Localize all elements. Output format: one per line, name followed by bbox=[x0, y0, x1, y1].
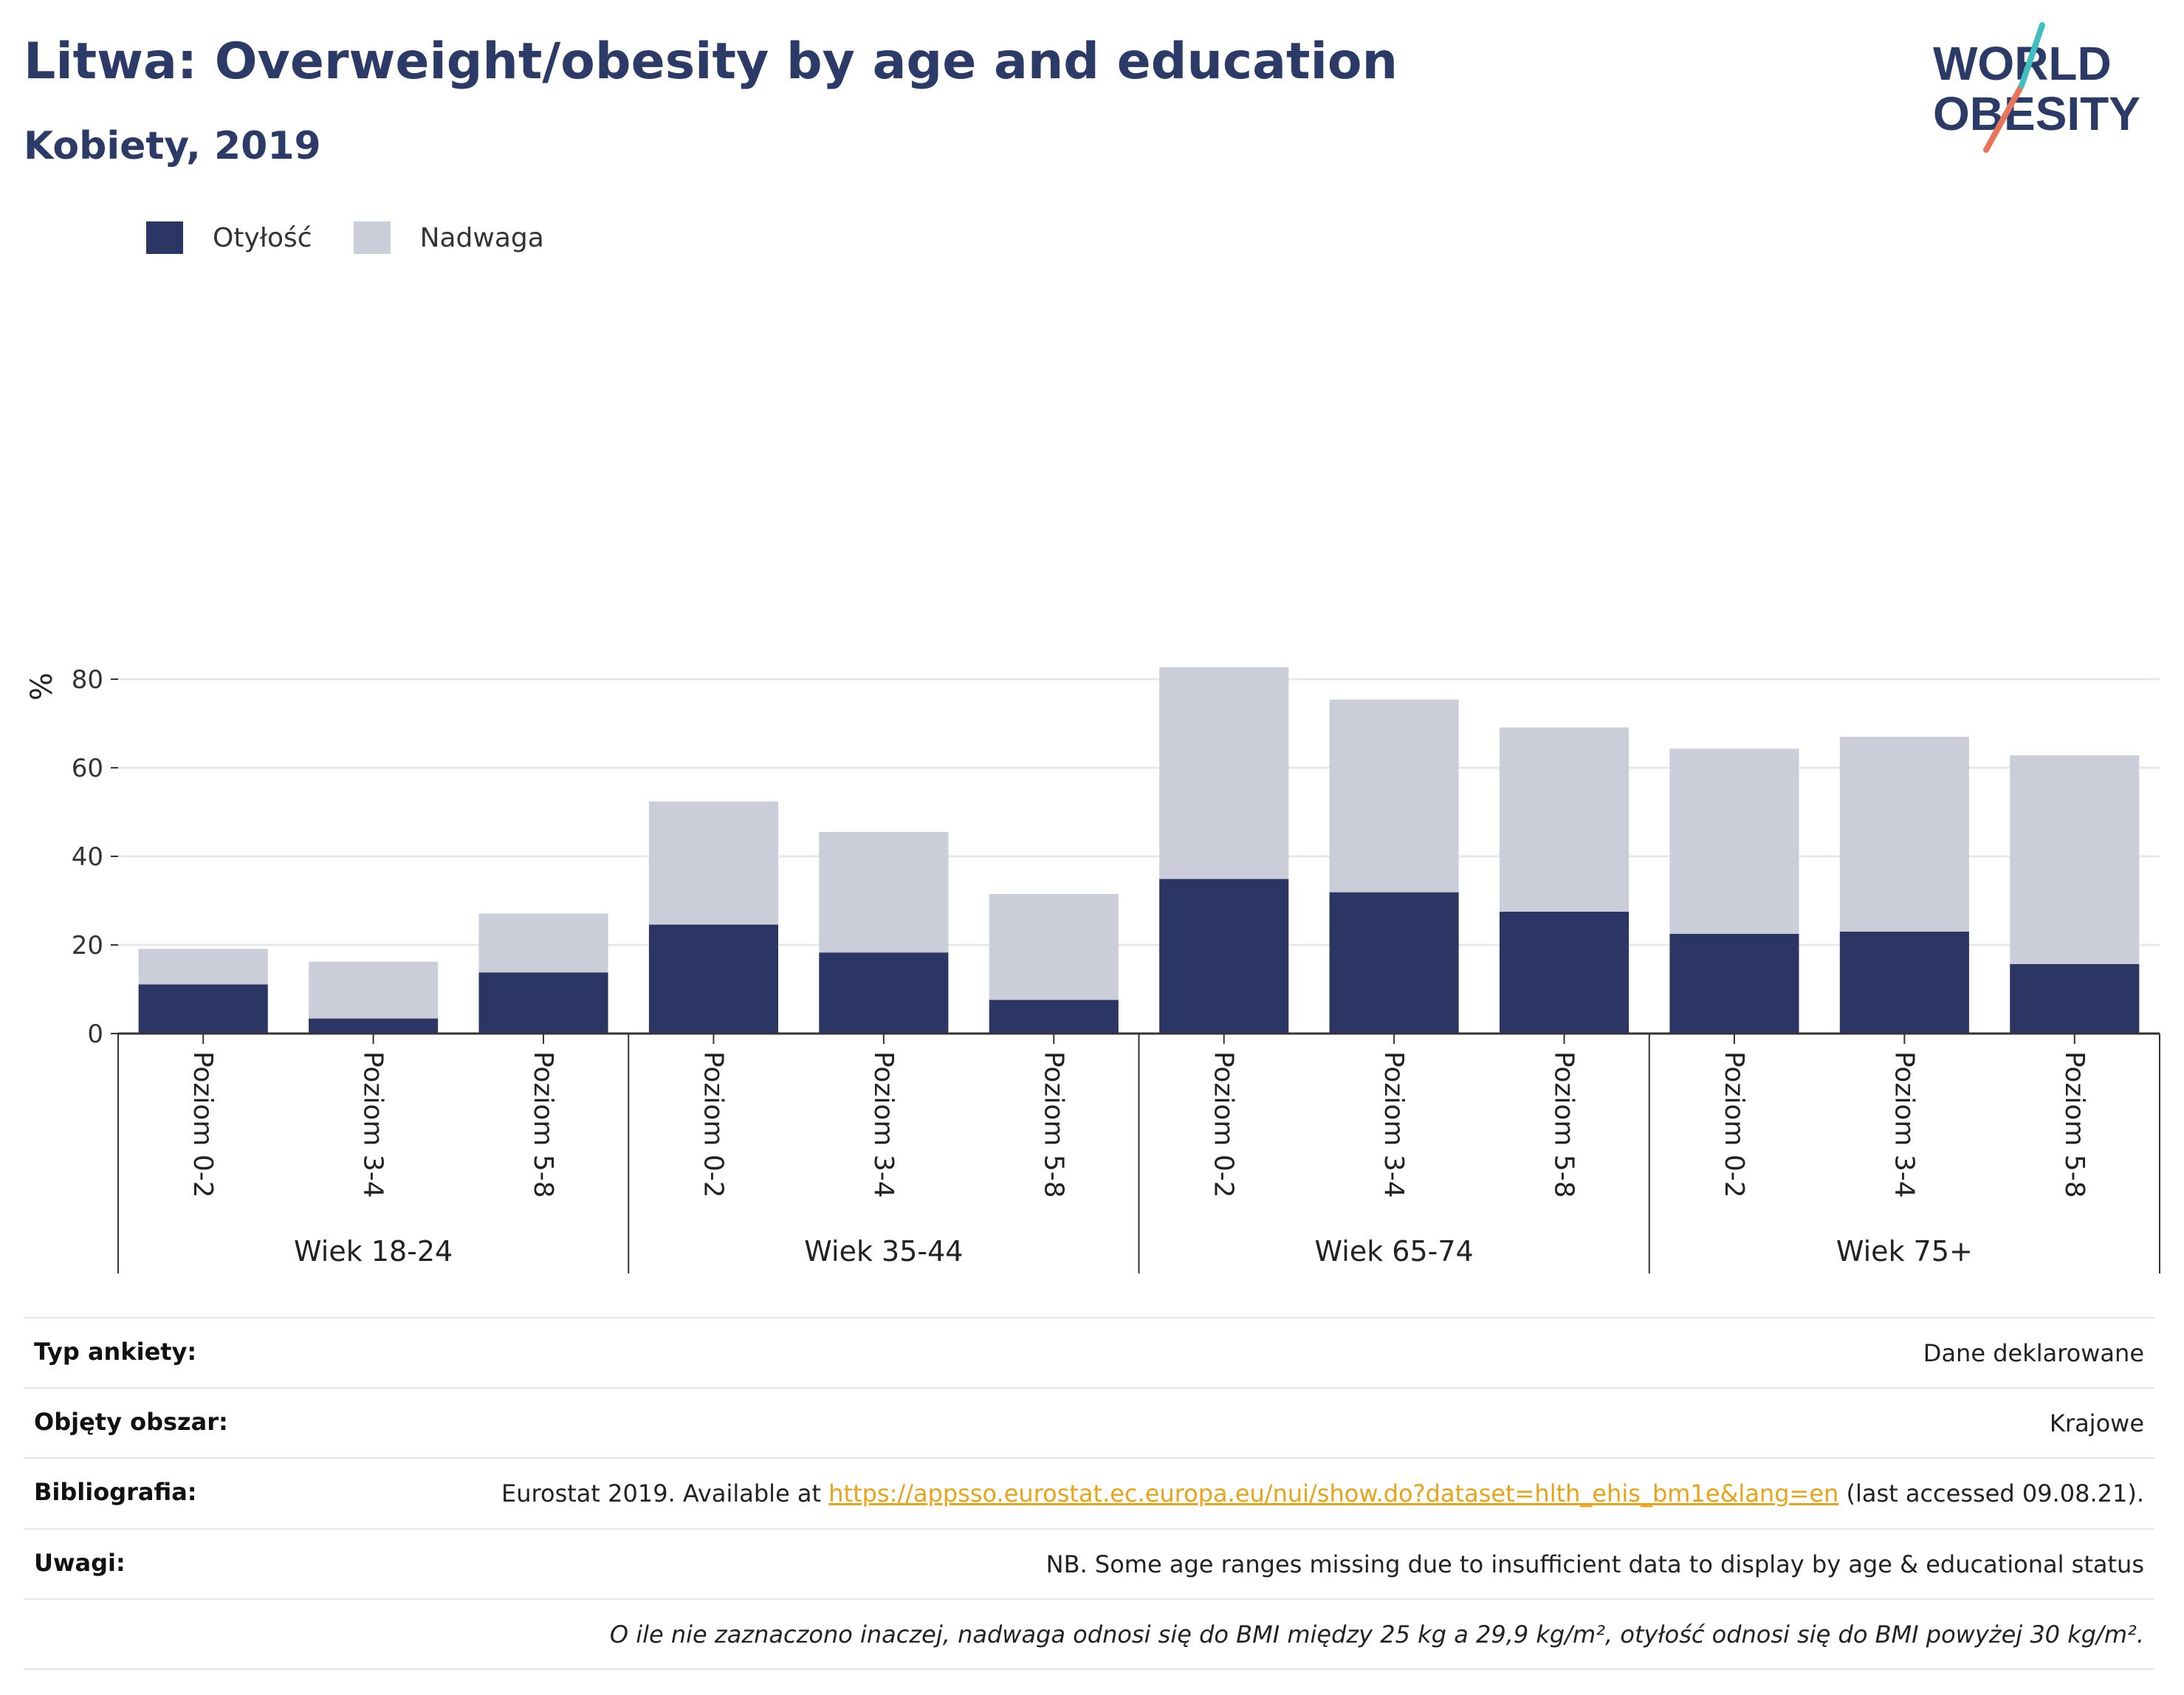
group-label: Wiek 65-74 bbox=[1315, 1235, 1474, 1268]
info-row-survey: Typ ankiety: Dane deklarowane bbox=[24, 1317, 2154, 1387]
y-tick-label: 60 bbox=[72, 754, 103, 783]
bar-overweight bbox=[1159, 667, 1289, 879]
group-label: Wiek 75+ bbox=[1836, 1235, 1973, 1268]
info-table: Typ ankiety: Dane deklarowane Objęty obs… bbox=[24, 1317, 2154, 1670]
bar-overweight bbox=[309, 961, 439, 1019]
bar-obesity bbox=[309, 1018, 439, 1034]
survey-label: Typ ankiety: bbox=[34, 1338, 197, 1366]
x-tick-label: Poziom 0-2 bbox=[188, 1051, 218, 1198]
x-tick-label: Poziom 3-4 bbox=[1889, 1051, 1919, 1198]
legend-swatch-obesity bbox=[146, 221, 183, 254]
bar-obesity bbox=[1159, 879, 1289, 1034]
y-tick-label: 80 bbox=[72, 665, 103, 695]
area-label: Objęty obszar: bbox=[34, 1408, 228, 1437]
info-row-footnote: O ile nie zaznaczono inaczej, nadwaga od… bbox=[24, 1598, 2154, 1670]
bar-overweight bbox=[1329, 699, 1459, 893]
bar-obesity bbox=[1839, 932, 1969, 1034]
bar-overweight bbox=[648, 801, 779, 925]
notes-label: Uwagi: bbox=[34, 1548, 126, 1577]
y-tick-label: 40 bbox=[72, 842, 103, 872]
legend-swatch-overweight bbox=[353, 221, 391, 254]
bibliography-link[interactable]: https://appsso.eurostat.ec.europa.eu/nui… bbox=[828, 1479, 1839, 1508]
notes-value: NB. Some age ranges missing due to insuf… bbox=[1045, 1550, 2144, 1578]
chart-subtitle: Kobiety, 2019 bbox=[24, 124, 321, 168]
bar-obesity bbox=[138, 984, 268, 1034]
bibliography-suffix: (last accessed 09.08.21). bbox=[1838, 1479, 2144, 1508]
stacked-bar-chart: 0 20 40 60 80% Poziom 0-2 Poziom 3-4 Poziom 5-8… bbox=[25, 665, 2160, 1273]
bar-overweight bbox=[1499, 727, 1630, 912]
bar-overweight bbox=[989, 894, 1119, 1000]
x-tick-label: Poziom 5-8 bbox=[528, 1051, 558, 1198]
x-tick-label: Poziom 5-8 bbox=[2059, 1051, 2089, 1198]
x-tick-label: Poziom 5-8 bbox=[1549, 1051, 1579, 1198]
bar-obesity bbox=[2010, 963, 2140, 1034]
bar-obesity bbox=[1669, 934, 1799, 1034]
bar-obesity bbox=[989, 1000, 1119, 1034]
bar-overweight bbox=[1839, 737, 1969, 932]
logo-line2: OBESITY bbox=[1933, 87, 2140, 140]
area-value: Krajowe bbox=[2049, 1409, 2144, 1438]
x-tick-label: Poziom 3-4 bbox=[1378, 1051, 1409, 1198]
y-axis-label: % bbox=[25, 673, 59, 701]
footnote: O ile nie zaznaczono inaczej, nadwaga od… bbox=[609, 1620, 2144, 1648]
bar-obesity bbox=[1329, 892, 1459, 1034]
info-row-area: Objęty obszar: Krajowe bbox=[24, 1387, 2154, 1457]
world-obesity-logo: WORLD OBESITY bbox=[1933, 22, 2140, 153]
bar-obesity bbox=[648, 924, 779, 1034]
info-row-notes: Uwagi: NB. Some age ranges missing due t… bbox=[24, 1527, 2154, 1598]
bar-overweight bbox=[138, 949, 268, 985]
y-tick-label: 20 bbox=[72, 931, 103, 960]
bar-overweight bbox=[2010, 755, 2140, 964]
legend-label-obesity: Otyłość bbox=[213, 222, 312, 253]
legend-label-overweight: Nadwaga bbox=[419, 222, 544, 253]
x-tick-label: Poziom 3-4 bbox=[868, 1051, 899, 1198]
x-tick-label: Poziom 0-2 bbox=[1719, 1051, 1749, 1198]
bar-obesity bbox=[819, 952, 949, 1034]
x-tick-label: Poziom 3-4 bbox=[358, 1051, 388, 1198]
group-label: Wiek 35-44 bbox=[804, 1235, 963, 1268]
y-tick-label: 0 bbox=[87, 1020, 103, 1049]
group-label: Wiek 18-24 bbox=[294, 1235, 453, 1268]
bibliography-label: Bibliografia: bbox=[34, 1478, 197, 1507]
chart-legend: Otyłość Nadwaga bbox=[146, 219, 586, 257]
bar-overweight bbox=[1669, 749, 1799, 934]
bibliography-value: Eurostat 2019. Available at https://apps… bbox=[501, 1478, 2144, 1510]
bar-obesity bbox=[1499, 912, 1630, 1034]
bibliography-prefix: Eurostat 2019. Available at bbox=[501, 1479, 829, 1508]
bar-obesity bbox=[478, 972, 608, 1034]
legend-item-overweight[interactable]: Nadwaga bbox=[353, 221, 544, 254]
x-tick-label: Poziom 0-2 bbox=[1209, 1051, 1239, 1198]
x-tick-label: Poziom 5-8 bbox=[1038, 1051, 1068, 1198]
x-tick-label: Poziom 0-2 bbox=[698, 1051, 728, 1198]
bar-overweight bbox=[819, 832, 949, 953]
bar-overweight bbox=[478, 913, 608, 973]
legend-item-obesity[interactable]: Otyłość bbox=[146, 221, 312, 254]
chart-title: Litwa: Overweight/obesity by age and edu… bbox=[24, 32, 1398, 91]
info-row-bibliography: Bibliografia: Eurostat 2019. Available a… bbox=[24, 1457, 2154, 1527]
survey-value: Dane deklarowane bbox=[1923, 1339, 2144, 1367]
